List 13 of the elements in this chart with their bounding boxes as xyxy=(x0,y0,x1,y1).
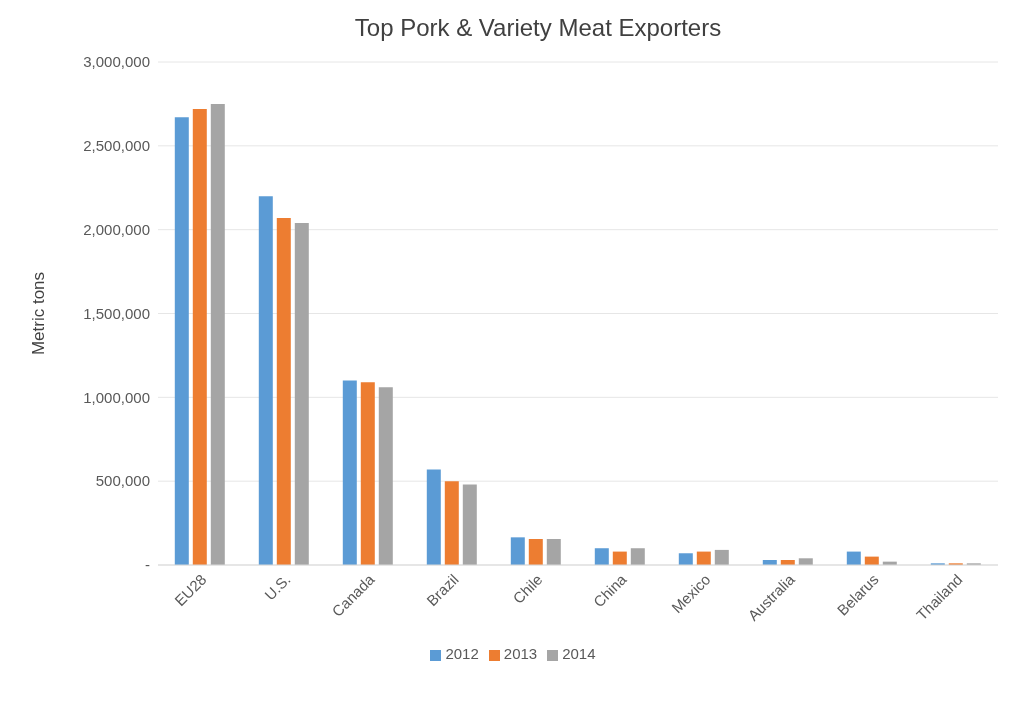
y-tick-label: 3,000,000 xyxy=(83,53,150,71)
chart-title: Top Pork & Variety Meat Exporters xyxy=(353,14,723,42)
y-axis-title: Metric tons xyxy=(29,271,49,356)
y-tick-label: 1,500,000 xyxy=(83,304,150,322)
legend-label: 2014 xyxy=(562,645,596,662)
y-tick-label: 2,500,000 xyxy=(83,137,150,155)
y-tick-label: 1,000,000 xyxy=(83,388,150,406)
y-tick-label: - xyxy=(145,556,150,574)
x-tick-label: U.S. xyxy=(260,570,294,604)
y-tick-label: 500,000 xyxy=(95,472,150,490)
y-tick-label: 2,000,000 xyxy=(83,220,150,238)
legend-label: 2012 xyxy=(445,645,479,662)
legend-label: 2013 xyxy=(503,645,538,662)
